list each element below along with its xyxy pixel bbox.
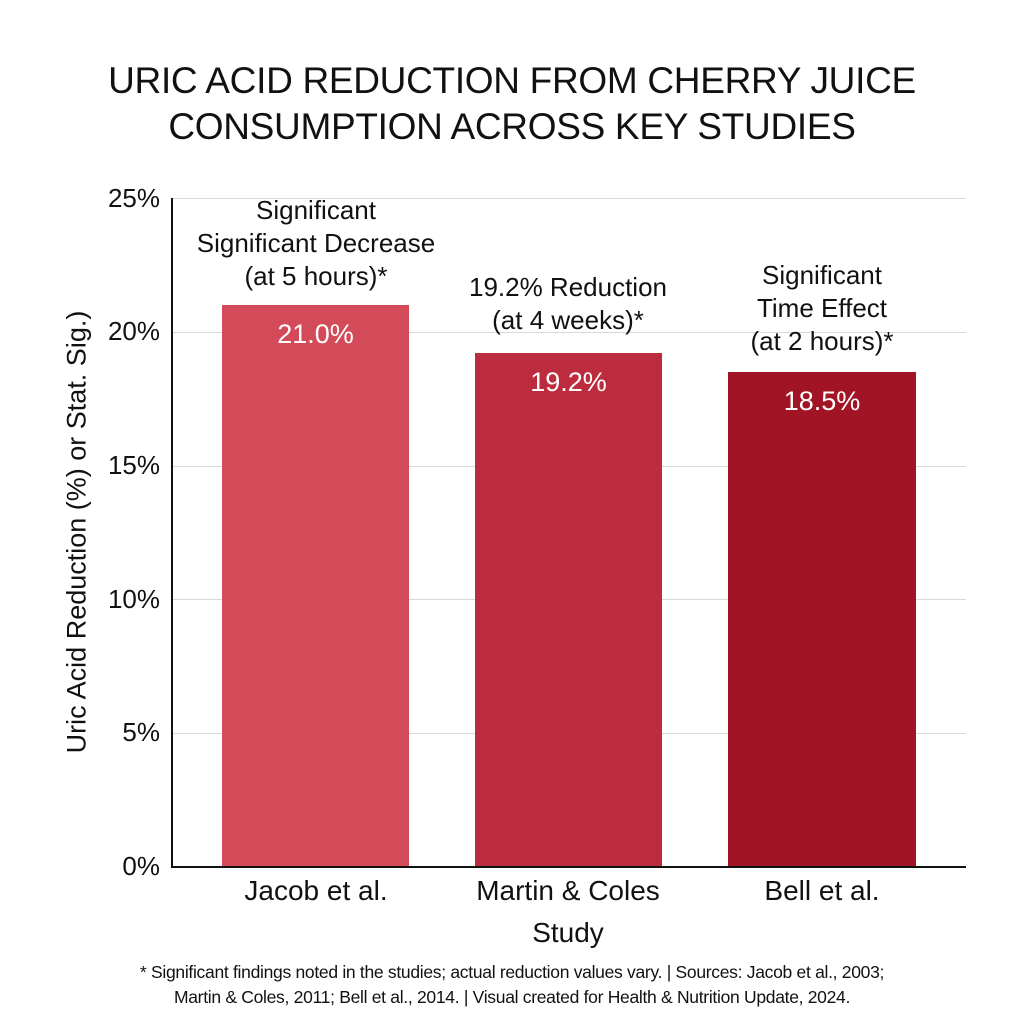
x-tick-bell: Bell et al.: [764, 875, 880, 906]
x-axis-line: [171, 866, 966, 868]
y-tick-10: 10%: [107, 584, 160, 614]
annotation-martin-coles: 19.2% Reduction (at 4 weeks)*: [469, 271, 667, 337]
annotation-line: Significant: [762, 260, 882, 290]
y-tick-25: 25%: [107, 183, 160, 213]
bar-martin-coles: 19.2%: [475, 353, 662, 867]
annotation-line: (at 4 weeks)*: [492, 305, 644, 335]
annotation-jacob: Significant Significant Decrease (at 5 h…: [197, 194, 435, 293]
annotation-line: 19.2% Reduction: [468, 272, 668, 302]
chart-title: URIC ACID REDUCTION FROM CHERRY JUICE CO…: [0, 58, 1024, 150]
bar-jacob: 21.0%: [222, 305, 409, 867]
annotation-bell: Significant Time Effect (at 2 hours)*: [750, 259, 893, 358]
x-tick-martin-coles: Martin & Coles: [476, 875, 660, 906]
bar-value-label: 19.2%: [530, 367, 607, 398]
annotation-line: Significant: [256, 195, 376, 225]
y-tick-20: 20%: [107, 316, 160, 346]
footnote-line2: Martin & Coles, 2011; Bell et al., 2014.…: [173, 987, 851, 1007]
annotation-line: (at 2 hours)*: [750, 326, 894, 356]
y-axis-line: [171, 198, 173, 868]
bar-value-label: 18.5%: [783, 385, 861, 416]
bar-value-label: 21.0%: [277, 319, 354, 350]
y-axis-label: Uric Acid Reduction (%) or Stat. Sig.): [61, 310, 92, 754]
annotation-line: Significant Decrease: [196, 228, 436, 258]
footnote: * Significant findings noted in the stud…: [0, 960, 1024, 1010]
plot-area: 21.0% 19.2% 18.5%: [171, 198, 966, 868]
bar-bell: 18.5%: [728, 371, 916, 867]
y-tick-15: 15%: [107, 450, 160, 480]
y-tick-5: 5%: [122, 717, 160, 747]
y-tick-0: 0%: [122, 851, 160, 881]
gridline-20: [171, 332, 966, 333]
y-axis-ticks: 0% 5% 10% 15% 20% 25%: [96, 0, 160, 1024]
gridline-25: [171, 198, 966, 199]
chart-title-line1: URIC ACID REDUCTION FROM CHERRY JUICE: [108, 60, 916, 101]
footnote-line1: * Significant findings noted in the stud…: [139, 962, 885, 982]
annotation-line: Time Effect: [756, 293, 888, 323]
x-axis-label: Study: [532, 917, 604, 948]
annotation-line: (at 5 hours)*: [244, 261, 388, 291]
chart-title-line2: CONSUMPTION ACROSS KEY STUDIES: [168, 106, 856, 147]
x-tick-jacob: Jacob et al.: [244, 875, 388, 906]
